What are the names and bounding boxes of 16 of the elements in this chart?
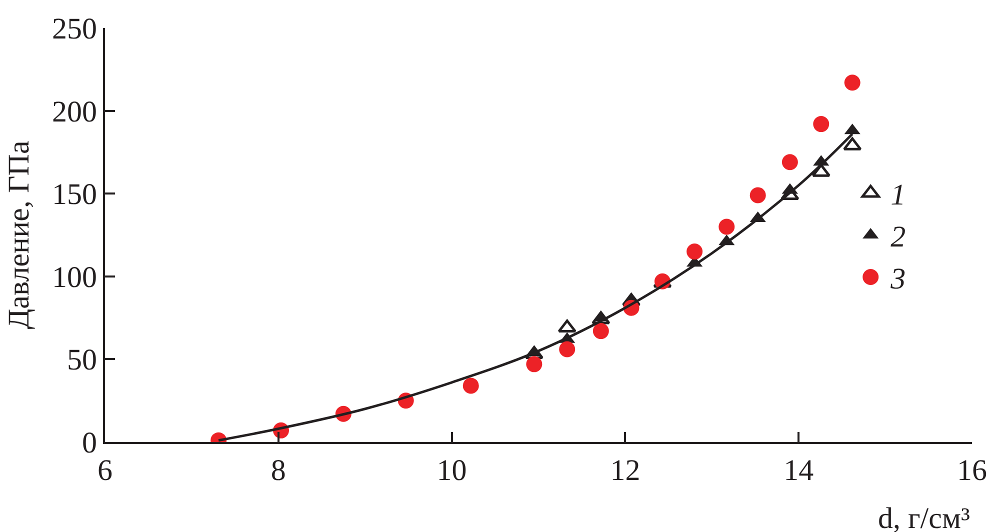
x-tick-label: 6	[98, 454, 112, 487]
legend-label: 1	[890, 178, 906, 212]
y-tick-label: 250	[52, 12, 97, 46]
x-tick-label: 10	[436, 454, 467, 487]
legend-label: 3	[890, 262, 906, 296]
x-tick-label: 16	[957, 454, 987, 487]
x-tick-label: 14	[784, 454, 814, 487]
y-tick-label: 150	[52, 178, 97, 212]
y-tick-label: 0	[82, 426, 97, 460]
y-tick-label: 50	[67, 344, 97, 377]
y-axis-title: Давление, ГПа	[2, 140, 36, 330]
x-tick-label: 8	[270, 454, 286, 487]
x-tick-label: 12	[610, 454, 640, 487]
y-tick-label: 200	[52, 95, 97, 128]
legend-label: 2	[890, 220, 906, 254]
y-tick-label: 100	[52, 260, 97, 294]
